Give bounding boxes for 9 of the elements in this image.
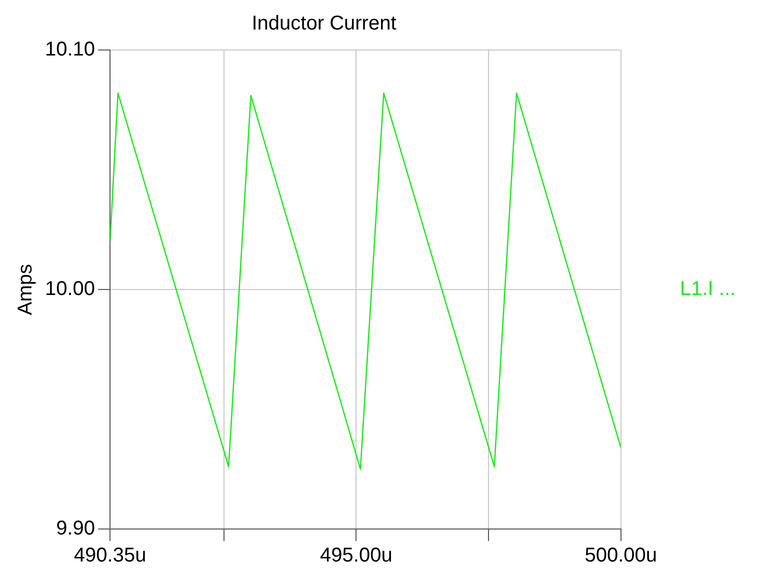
x-tick-label: 500.00u bbox=[584, 544, 657, 567]
y-axis-title: Amps bbox=[14, 264, 37, 316]
x-tick-label: 495.00u bbox=[320, 544, 392, 567]
y-tick-label: 9.90 bbox=[56, 518, 96, 540]
chart-title: Inductor Current bbox=[252, 12, 397, 35]
x-tick-label: 490.35u bbox=[74, 544, 146, 567]
y-tick-label: 10.10 bbox=[44, 38, 96, 61]
text: L1.I ... bbox=[680, 278, 736, 300]
y-tick-label: 10.00 bbox=[44, 278, 96, 300]
